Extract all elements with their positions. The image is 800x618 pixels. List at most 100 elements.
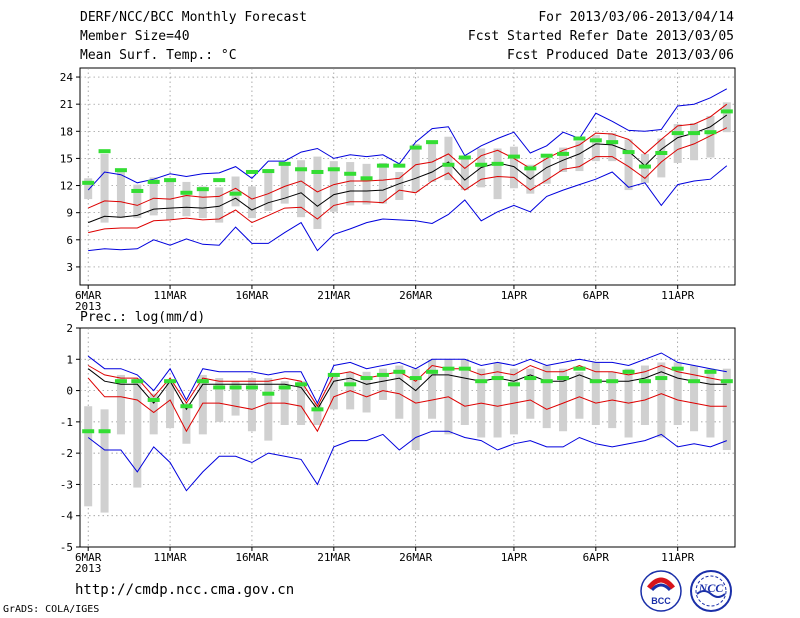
precip-spread-box	[640, 365, 649, 425]
precip-observed-marker	[180, 404, 193, 409]
temp-observed-marker	[229, 191, 242, 196]
precip-spread-box	[722, 368, 731, 451]
temp-spread-box	[313, 156, 322, 229]
precip-spread-box	[706, 368, 715, 438]
temp-observed-marker	[98, 149, 111, 154]
temp-spread-box	[297, 160, 306, 218]
precip-observed-marker	[147, 397, 160, 402]
temp-observed-marker	[622, 150, 635, 155]
temp-spread-box	[395, 171, 404, 201]
temp-spread-box	[542, 158, 551, 184]
temp-spread-box	[444, 136, 453, 181]
temp-observed-marker	[344, 171, 357, 176]
precip-spread-box	[395, 365, 404, 419]
precip-line-ensemble-max	[87, 352, 727, 405]
precip-spread-box	[116, 374, 125, 435]
temp-ytick-label: 3	[66, 261, 73, 274]
temp-observed-marker	[82, 180, 95, 185]
precip-spread-box	[559, 368, 568, 432]
precip-observed-marker	[245, 385, 258, 390]
temp-spread-box	[198, 186, 207, 219]
temp-observed-marker	[311, 169, 324, 174]
temp-spread-box	[378, 162, 387, 204]
temp-spread-box	[673, 124, 682, 163]
precip-observed-marker	[491, 376, 504, 381]
precip-spread-box	[297, 381, 306, 425]
precip-xtick-label: 21MAR	[317, 551, 350, 564]
temp-spread-box	[411, 143, 420, 192]
temp-spread-box	[591, 134, 600, 162]
temp-observed-marker	[131, 188, 144, 193]
precip-panel-title: Prec.: log(mm/d)	[80, 310, 206, 325]
temp-observed-marker	[393, 163, 406, 168]
precip-ytick-label: 2	[66, 322, 73, 335]
precip-spread-box	[542, 365, 551, 429]
precip-xtick-label: 1APR	[501, 551, 528, 564]
temp-spread-box	[215, 187, 224, 223]
temp-spread-box	[280, 162, 289, 204]
chart-title: DERF/NCC/BCC Monthly Forecast	[80, 10, 307, 25]
temp-xtick-label: 16MAR	[235, 289, 268, 302]
precip-spread-box	[673, 362, 682, 425]
temp-observed-marker	[180, 190, 193, 195]
source-url: http://cmdp.ncc.cma.gov.cn	[75, 582, 295, 598]
temp-observed-marker	[245, 169, 258, 174]
precip-observed-marker	[442, 366, 455, 371]
temp-ytick-label: 12	[60, 180, 73, 193]
temp-spread-box	[493, 148, 502, 200]
temp-observed-marker	[196, 187, 209, 192]
temp-observed-marker	[638, 164, 651, 169]
temp-spread-box	[722, 102, 731, 133]
temp-xtick-label: 11MAR	[154, 289, 187, 302]
precip-line-upper-spread	[87, 364, 727, 408]
temp-observed-marker	[262, 169, 275, 174]
precip-observed-marker	[540, 379, 553, 384]
temp-observed-marker	[671, 131, 684, 136]
member-size-label: Member Size=40	[80, 29, 190, 44]
precip-spread-box	[231, 381, 240, 416]
temp-xtick-label: 21MAR	[317, 289, 350, 302]
precip-line-ensemble-mean	[87, 368, 727, 411]
temp-spread-box	[509, 146, 518, 189]
temp-ytick-label: 6	[66, 234, 73, 247]
precip-spread-box	[149, 393, 158, 435]
precip-spread-box	[526, 368, 535, 419]
precip-observed-marker	[573, 366, 586, 371]
temp-spread-box	[84, 178, 93, 200]
precip-observed-marker	[606, 379, 619, 384]
precip-spread-box	[428, 359, 437, 419]
temp-spread-box	[608, 133, 617, 162]
precip-ytick-label: 1	[66, 353, 73, 366]
temp-xtick-label: 11APR	[661, 289, 694, 302]
precip-spread-box	[313, 403, 322, 425]
temp-ytick-label: 15	[60, 152, 73, 165]
precip-spread-box	[509, 368, 518, 435]
precip-xtick-label: 26MAR	[399, 551, 432, 564]
temp-spread-box	[264, 169, 273, 211]
temp-xtick-label: 6APR	[583, 289, 610, 302]
precip-observed-marker	[393, 369, 406, 374]
temp-observed-marker	[164, 178, 177, 183]
temp-observed-marker	[688, 131, 701, 136]
precip-xtick-label: 11APR	[661, 551, 694, 564]
temp-observed-marker	[409, 145, 422, 150]
precip-spread-box	[264, 378, 273, 441]
precip-spread-box	[690, 365, 699, 432]
temp-line-ensemble-max	[88, 165, 728, 252]
precip-line-lower-spread	[87, 377, 727, 433]
temp-observed-marker	[327, 167, 340, 172]
precip-spread-box	[133, 378, 142, 488]
temp-spread-box	[575, 141, 584, 172]
precip-observed-marker	[458, 366, 471, 371]
precip-spread-box	[362, 371, 371, 413]
temp-observed-marker	[475, 162, 488, 167]
precip-observed-marker	[131, 379, 144, 384]
temp-ytick-label: 9	[66, 207, 73, 220]
temp-observed-marker	[442, 162, 455, 167]
precip-spread-box	[411, 368, 420, 451]
temp-spread-box	[247, 186, 256, 219]
fcst-started-date: Fcst Started Refer Date 2013/03/05	[467, 29, 734, 44]
precip-spread-box	[575, 371, 584, 419]
precip-observed-marker	[622, 369, 635, 374]
